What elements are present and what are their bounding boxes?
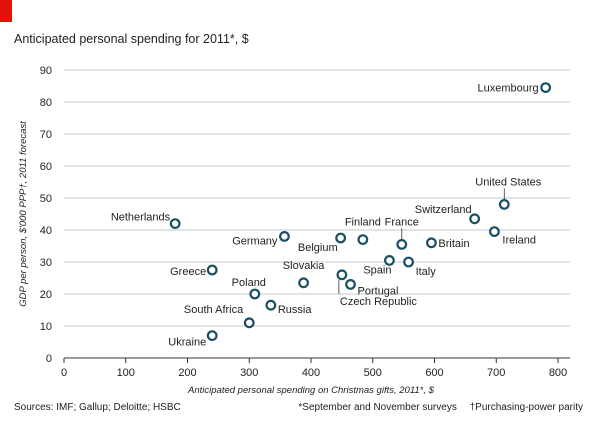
x-tick-label: 800 — [549, 367, 567, 379]
data-point-britain — [426, 237, 437, 249]
point-label-italy: Italy — [416, 266, 437, 278]
data-point-italy — [403, 256, 414, 268]
y-axis-title: GDP per person, $'000 PPP†, 2011 forecas… — [18, 121, 29, 307]
point-label-britain: Britain — [438, 238, 469, 250]
point-label-czech-republic: Czech Republic — [340, 296, 418, 308]
data-point-russia — [265, 299, 277, 311]
y-tick-label: 90 — [40, 65, 52, 77]
axes: 0 10 20 30 40 50 60 70 80 90 0 100 200 300 400 500 600 70… — [40, 65, 570, 379]
brand-tab — [0, 0, 12, 22]
point-label-slovakia: Slovakia — [283, 260, 325, 272]
data-point-ukraine — [206, 330, 218, 342]
data-point-portugal — [345, 279, 356, 290]
x-tick-label: 300 — [240, 367, 258, 379]
point-label-netherlands: Netherlands — [111, 212, 171, 224]
point-label-luxembourg: Luxembourg — [477, 83, 538, 95]
data-point-ireland — [488, 226, 500, 238]
y-tick-label: 20 — [40, 289, 52, 301]
data-point-switzerland — [469, 213, 481, 225]
x-tick-label: 100 — [117, 367, 135, 379]
gridlines — [64, 69, 570, 327]
y-tick-label: 60 — [40, 161, 52, 173]
point-label-ireland: Ireland — [502, 235, 536, 247]
point-label-poland: Poland — [232, 277, 266, 289]
point-label-ukraine: Ukraine — [168, 337, 206, 349]
data-points — [169, 82, 552, 342]
x-tick-label: 0 — [61, 367, 67, 379]
footnote-ppp: †Purchasing-power parity — [469, 402, 583, 413]
y-tick-label: 0 — [46, 353, 52, 365]
leader-lines — [338, 188, 505, 294]
y-tick-label: 10 — [40, 321, 52, 333]
data-point-greece — [206, 264, 218, 276]
point-label-russia: Russia — [278, 304, 313, 316]
point-labels: Luxembourg United States Switzerland Irelan… — [111, 83, 542, 349]
sources-note: Sources: IMF; Gallup; Deloitte; HSBC — [14, 402, 181, 413]
scatter-chart: 0 10 20 30 40 50 60 70 80 90 0 100 200 300 400 500 600 70… — [18, 65, 570, 396]
y-tick-label: 50 — [40, 193, 52, 205]
data-point-slovakia — [298, 277, 309, 289]
x-tick-label: 700 — [487, 367, 505, 379]
x-tick-label: 500 — [364, 367, 382, 379]
y-tick-label: 30 — [40, 257, 52, 269]
y-tick-label: 40 — [40, 225, 52, 237]
data-point-czech-republic — [336, 269, 348, 281]
footnotes: *September and November surveys †Purchas… — [298, 402, 583, 413]
point-label-portugal: Portugal — [358, 285, 399, 297]
y-tick-label: 70 — [40, 129, 52, 141]
point-label-belgium: Belgium — [298, 242, 338, 254]
data-point-united-states — [498, 198, 510, 210]
point-label-greece: Greece — [170, 266, 206, 278]
point-label-united-states: United States — [475, 176, 542, 188]
data-point-netherlands — [169, 218, 181, 230]
data-point-spain — [384, 255, 395, 266]
data-point-finland — [357, 234, 369, 246]
point-label-switzerland: Switzerland — [415, 204, 472, 216]
point-label-south-africa: South Africa — [184, 304, 244, 316]
data-point-luxembourg — [540, 82, 552, 93]
data-point-south-africa — [243, 317, 255, 329]
data-point-belgium — [335, 232, 347, 244]
point-label-germany: Germany — [232, 235, 278, 247]
x-tick-label: 600 — [425, 367, 443, 379]
point-label-france: France — [385, 216, 419, 228]
point-label-finland: Finland — [345, 217, 381, 229]
y-tick-label: 80 — [40, 97, 52, 109]
x-tick-label: 400 — [302, 367, 320, 379]
data-point-france — [396, 238, 408, 250]
data-point-germany — [279, 230, 290, 242]
footnote-surveys: *September and November surveys — [298, 402, 457, 413]
x-tick-label: 200 — [178, 367, 196, 379]
x-axis-title: Anticipated personal spending on Christm… — [187, 385, 435, 396]
point-label-spain: Spain — [363, 264, 391, 276]
data-point-poland — [249, 288, 261, 300]
chart-title: Anticipated personal spending for 2011*,… — [14, 32, 249, 46]
